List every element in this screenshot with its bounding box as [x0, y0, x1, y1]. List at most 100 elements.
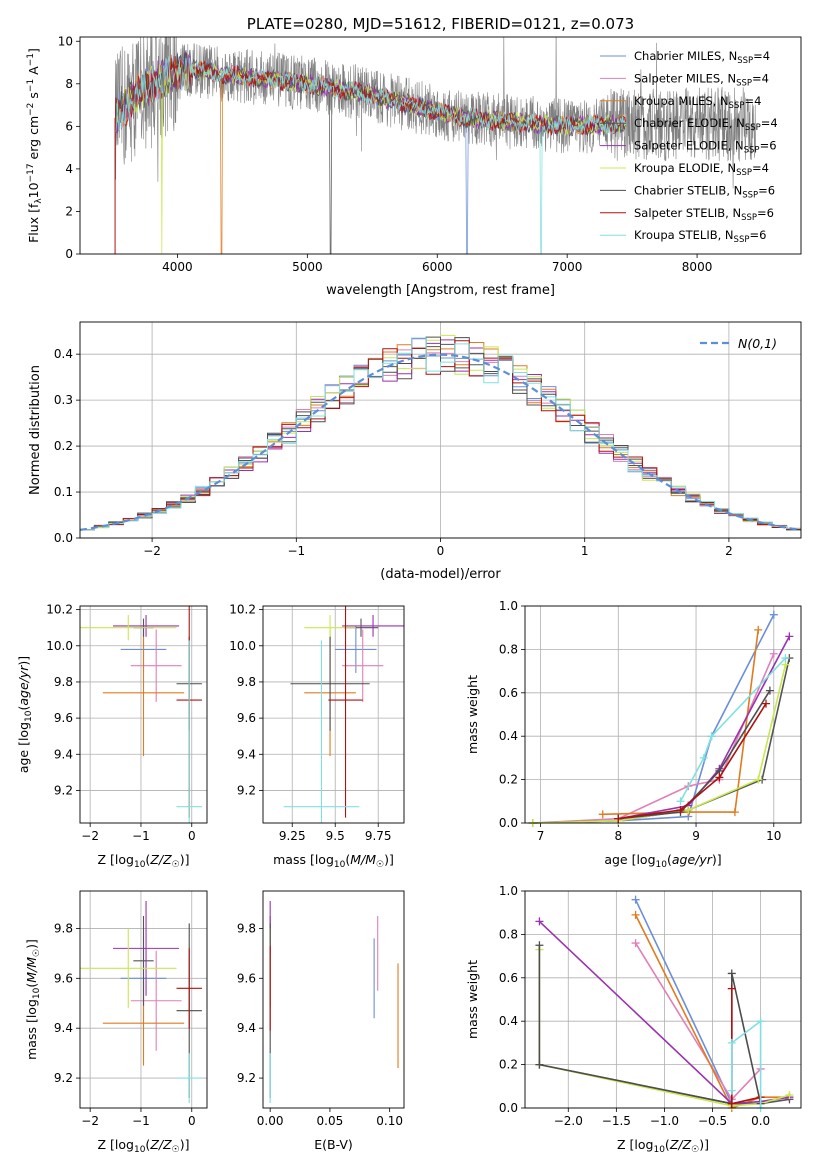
mass_vs_Z-frame — [79, 890, 208, 1109]
x-tick-label: 0 — [437, 544, 445, 558]
mass_vs_ebv-points — [269, 900, 399, 1104]
y-tick-label: 0.2 — [499, 773, 518, 787]
series-line-chabrier-miles — [634, 899, 761, 1105]
y-tick-label: 9.4 — [54, 1021, 73, 1035]
spectrum-axes: 4000 5000 6000 7000 8000 0 2 4 6 8 10 — [58, 34, 713, 274]
marker-plus — [535, 1060, 544, 1069]
x-axis-label: age [log10(age/yr)] — [604, 852, 721, 870]
x-tick-label: 2 — [725, 544, 733, 558]
marker-plus — [785, 632, 794, 641]
spectrum-plot — [114, 37, 756, 254]
x-axis-label: wavelength [Angstrom, rest frame] — [326, 283, 555, 298]
x-axis-label: Z [log10(Z/Z☉)] — [98, 852, 190, 870]
spectrum-frame — [79, 36, 802, 255]
x-axis-label: mass [log10(M/M☉)] — [273, 852, 394, 870]
mass_vs_Z-points — [80, 900, 202, 1104]
marker-plus — [707, 732, 716, 741]
histogram-kroupa-stelib — [80, 337, 801, 531]
x-tick-label: 8 — [614, 829, 622, 843]
y-tick-label: 0.2 — [54, 439, 73, 453]
y-tick-label: 10.2 — [229, 603, 256, 617]
y-tick-label: 9.6 — [237, 971, 256, 985]
marker-plus — [715, 773, 724, 782]
x-tick-label: 9.5 — [326, 829, 345, 843]
model-line-salpeter-stelib — [114, 55, 626, 136]
age_vs_mass-frame — [262, 605, 405, 824]
marker-plus — [676, 797, 685, 806]
histogram-plot — [80, 334, 801, 531]
x-tick-label: 10 — [766, 829, 781, 843]
y-tick-label: 4 — [65, 162, 73, 176]
legend-label: Kroupa STELIB, NSSP=6 — [634, 228, 766, 245]
y-tick-label: 10 — [58, 34, 73, 48]
model-line-kroupa-elodie — [114, 53, 626, 254]
x-tick-label: 0 — [188, 1114, 196, 1128]
x-axis-label: (data-model)/error — [380, 567, 501, 582]
x-tick-label: −1.0 — [650, 1114, 679, 1128]
legend-label: Kroupa ELODIE, NSSP=4 — [634, 161, 769, 178]
y-tick-label: 1.0 — [499, 599, 518, 613]
y-tick-label: 0.8 — [499, 927, 518, 941]
series-line-salpeter-miles — [532, 653, 775, 824]
y-tick-label: 8 — [65, 77, 73, 91]
marker-plus — [756, 1017, 765, 1026]
y-tick-label: 1.0 — [499, 884, 518, 898]
x-tick-label: −2 — [143, 544, 161, 558]
y-tick-label: 9.8 — [54, 675, 73, 689]
legend: Chabrier MILES, NSSP=4 Salpeter MILES, NS… — [600, 49, 778, 245]
legend-label: Chabrier STELIB, NSSP=6 — [634, 183, 775, 200]
marker-plus — [730, 808, 739, 817]
series-line-chabrier-stelib — [538, 945, 762, 1105]
mass_weight_vs_age-series — [528, 610, 794, 827]
y-tick-label: 9.2 — [54, 1071, 73, 1085]
mass_vs_ebv-axes: 0.00 0.05 0.10 9.2 9.4 9.6 9.8 — [237, 921, 403, 1128]
legend-label: Chabrier MILES, NSSP=4 — [634, 49, 770, 66]
marker-plus — [631, 910, 640, 919]
y-tick-label: 0.8 — [499, 642, 518, 656]
y-tick-label: 0.6 — [499, 686, 518, 700]
y-tick-label: 0.4 — [54, 347, 73, 361]
y-axis-label: mass weight — [465, 960, 480, 1039]
series-line-kroupa-miles — [602, 629, 759, 816]
y-tick-label: 9.8 — [237, 675, 256, 689]
series-line-salpeter-stelib — [618, 703, 767, 820]
x-tick-label: −2.0 — [554, 1114, 583, 1128]
x-tick-label: −1 — [132, 829, 150, 843]
marker-plus — [769, 610, 778, 619]
x-tick-label: 7000 — [552, 260, 583, 274]
marker-plus — [762, 699, 771, 708]
x-tick-label: −2 — [81, 829, 99, 843]
legend-label: Chabrier ELODIE, NSSP=4 — [634, 116, 778, 133]
marker-plus — [598, 810, 607, 819]
y-tick-label: 0.0 — [499, 1101, 518, 1115]
age_vs_Z-points — [80, 606, 202, 823]
y-tick-label: 9.2 — [54, 783, 73, 797]
marker-plus — [727, 969, 736, 978]
marker-plus — [631, 895, 640, 904]
y-tick-label: 0.3 — [54, 393, 73, 407]
y-tick-label: 9.6 — [54, 971, 73, 985]
y-tick-label: 9.4 — [237, 1021, 256, 1035]
y-tick-label: 9.8 — [54, 921, 73, 935]
marker-plus — [676, 805, 685, 814]
x-tick-label: −2 — [81, 1114, 99, 1128]
y-tick-label: 0.1 — [54, 485, 73, 499]
x-tick-label: −1 — [132, 1114, 150, 1128]
mass_weight_vs_Z-axes: −2.0 −1.5 −1.0 −0.5 0.0 0.0 0.2 0.4 0.6 0.8 1.0 — [499, 884, 801, 1128]
marker-plus — [781, 654, 790, 663]
y-tick-label: 9.2 — [237, 1071, 256, 1085]
legend-label: Kroupa MILES, NSSP=4 — [634, 94, 761, 111]
y-tick-label: 0.0 — [54, 531, 73, 545]
marker-plus — [754, 775, 763, 784]
marker-plus — [684, 805, 693, 814]
x-axis-label: Z [log10(Z/Z☉)] — [98, 1137, 190, 1155]
x-tick-label: 0.05 — [317, 1114, 344, 1128]
x-tick-label: 9.75 — [365, 829, 392, 843]
y-tick-label: 0.4 — [499, 1014, 518, 1028]
marker-plus — [631, 939, 640, 948]
mass_weight_vs_Z-frame — [524, 890, 802, 1109]
x-tick-label: 8000 — [682, 260, 713, 274]
marker-plus — [727, 1099, 736, 1108]
y-tick-label: 0.6 — [499, 971, 518, 985]
x-tick-label: 6000 — [422, 260, 453, 274]
